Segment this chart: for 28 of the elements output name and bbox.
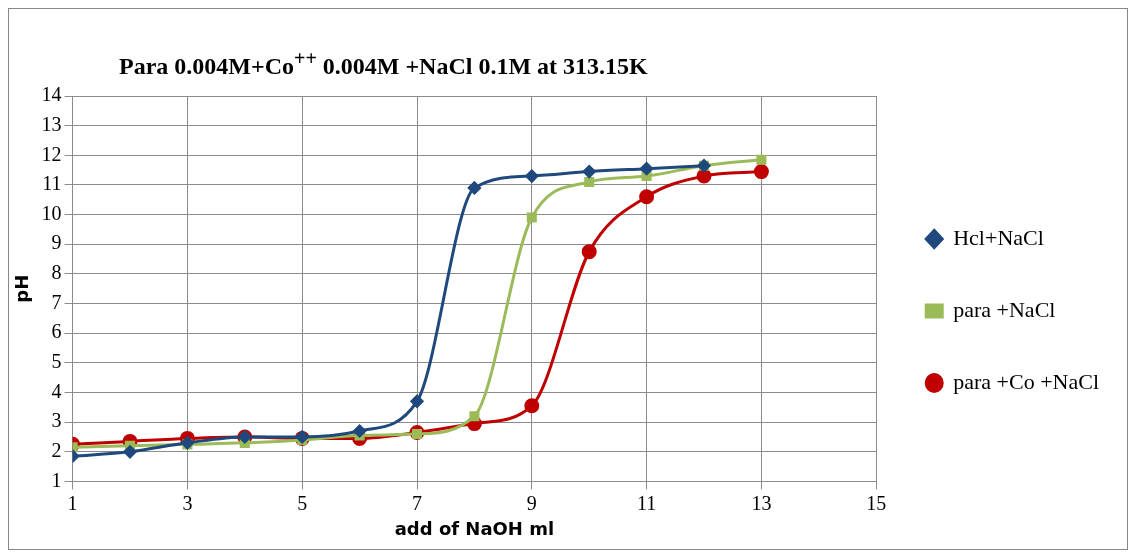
y-tick-label: 7 (51, 290, 62, 313)
y-tick-label: 12 (41, 142, 62, 165)
y-tick-label: 8 (51, 261, 62, 284)
y-tick-label: 5 (51, 350, 62, 373)
legend-label: para +Co +NaCl (953, 368, 1100, 394)
y-tick-label: 10 (41, 201, 62, 224)
x-tick-label: 5 (297, 491, 308, 514)
x-tick-label: 13 (751, 491, 772, 514)
legend-label: para +NaCl (953, 296, 1056, 322)
x-tick-label: 1 (67, 491, 78, 514)
y-tick-label: 4 (51, 379, 62, 402)
x-tick-label: 11 (636, 491, 657, 514)
y-tick-label: 13 (41, 112, 62, 135)
x-tick-label: 7 (412, 491, 423, 514)
y-tick-label: 2 (51, 439, 62, 461)
x-tick-label: 3 (182, 491, 193, 514)
y-tick-label: 14 (41, 83, 62, 106)
y-tick-label: 11 (42, 172, 62, 195)
x-tick-label: 15 (866, 491, 887, 514)
y-tick-label: 9 (51, 231, 62, 254)
y-tick-label: 1 (51, 468, 62, 491)
y-tick-label: 3 (51, 409, 62, 432)
y-axis-title: pH (11, 274, 33, 303)
x-tick-label: 9 (526, 491, 537, 514)
chart-title: Para 0.004M+Co$^{++}$ 0.004M +NaCl 0.1M at 313.15K (119, 47, 649, 81)
y-tick-label: 6 (51, 320, 62, 343)
legend-label: Hcl+NaCl (953, 224, 1044, 250)
x-axis-title: add of NaOH ml (394, 517, 555, 539)
